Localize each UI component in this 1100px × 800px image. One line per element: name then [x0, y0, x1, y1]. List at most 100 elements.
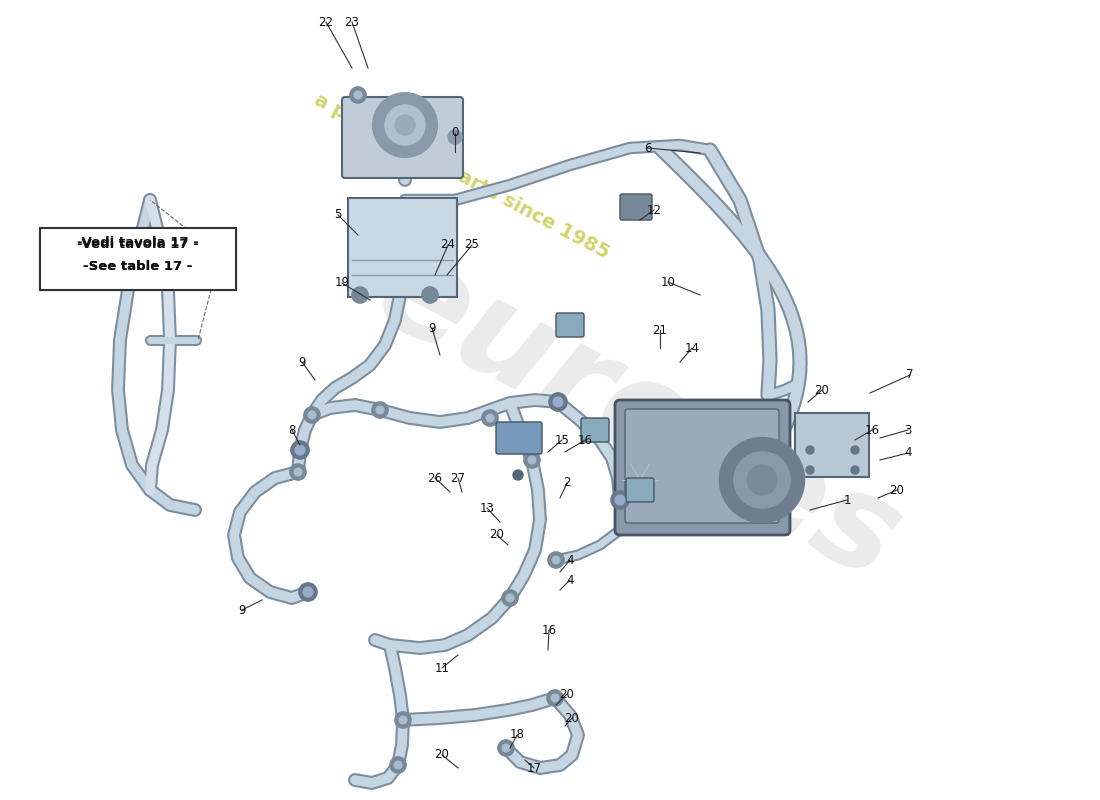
FancyBboxPatch shape	[626, 478, 654, 502]
Circle shape	[553, 397, 563, 407]
Circle shape	[806, 466, 814, 474]
Text: 3: 3	[904, 423, 912, 437]
Circle shape	[292, 441, 309, 459]
Text: 26: 26	[428, 471, 442, 485]
Circle shape	[394, 761, 402, 769]
Text: 24: 24	[440, 238, 455, 251]
Text: 11: 11	[434, 662, 450, 674]
Text: 20: 20	[490, 529, 505, 542]
Circle shape	[513, 470, 522, 480]
Text: 1: 1	[844, 494, 850, 506]
Circle shape	[734, 452, 790, 508]
Circle shape	[502, 590, 518, 606]
Text: 5: 5	[334, 209, 342, 222]
FancyBboxPatch shape	[496, 422, 542, 454]
Text: 16: 16	[865, 423, 880, 437]
Circle shape	[851, 466, 859, 474]
Text: -Vedi tavola 17 -: -Vedi tavola 17 -	[77, 238, 199, 250]
FancyBboxPatch shape	[342, 97, 463, 178]
Circle shape	[552, 556, 560, 564]
Text: 20: 20	[434, 749, 450, 762]
Circle shape	[302, 587, 313, 597]
Text: 20: 20	[815, 383, 829, 397]
Circle shape	[486, 414, 494, 422]
Circle shape	[299, 583, 317, 601]
Text: 20: 20	[564, 711, 580, 725]
Circle shape	[304, 407, 320, 423]
FancyBboxPatch shape	[348, 198, 456, 297]
Text: 16: 16	[578, 434, 593, 446]
Circle shape	[399, 716, 407, 724]
Text: 4: 4	[904, 446, 912, 459]
Text: 7: 7	[906, 369, 914, 382]
Circle shape	[422, 287, 438, 303]
FancyBboxPatch shape	[581, 418, 609, 442]
Text: 17: 17	[527, 762, 541, 774]
Circle shape	[615, 495, 625, 505]
Circle shape	[502, 744, 510, 752]
Text: 9: 9	[239, 603, 245, 617]
Circle shape	[376, 406, 384, 414]
Circle shape	[308, 411, 316, 419]
Text: 25: 25	[464, 238, 480, 251]
Circle shape	[547, 690, 563, 706]
FancyBboxPatch shape	[795, 413, 869, 477]
Text: 13: 13	[480, 502, 494, 514]
Text: 18: 18	[509, 729, 525, 742]
Text: 8: 8	[288, 423, 296, 437]
Text: 4: 4	[566, 574, 574, 586]
Circle shape	[295, 445, 305, 455]
Circle shape	[294, 468, 302, 476]
Text: 9: 9	[428, 322, 436, 334]
Circle shape	[395, 712, 411, 728]
Circle shape	[528, 456, 536, 464]
FancyBboxPatch shape	[40, 228, 236, 290]
Circle shape	[482, 410, 498, 426]
Circle shape	[524, 452, 540, 468]
Circle shape	[372, 402, 388, 418]
Circle shape	[352, 287, 368, 303]
Circle shape	[448, 130, 462, 144]
Text: 14: 14	[684, 342, 700, 354]
Text: 20: 20	[560, 687, 574, 701]
Text: 4: 4	[566, 554, 574, 566]
Text: a passion for parts since 1985: a passion for parts since 1985	[311, 90, 613, 262]
Circle shape	[385, 105, 425, 145]
Text: 19: 19	[334, 277, 350, 290]
Circle shape	[506, 594, 514, 602]
Text: 21: 21	[652, 323, 668, 337]
Circle shape	[350, 87, 366, 103]
Circle shape	[549, 393, 566, 411]
FancyBboxPatch shape	[556, 313, 584, 337]
Circle shape	[548, 552, 564, 568]
Text: 0: 0	[451, 126, 459, 139]
FancyBboxPatch shape	[40, 230, 236, 290]
FancyBboxPatch shape	[615, 400, 790, 535]
Circle shape	[390, 757, 406, 773]
Circle shape	[851, 446, 859, 454]
Circle shape	[610, 491, 629, 509]
Text: 2: 2	[563, 477, 571, 490]
Text: -See table 17 -: -See table 17 -	[84, 259, 192, 273]
Text: 15: 15	[554, 434, 570, 446]
FancyBboxPatch shape	[625, 409, 779, 523]
Text: eurores: eurores	[355, 226, 921, 606]
Text: 6: 6	[645, 142, 651, 154]
Text: 10: 10	[661, 275, 675, 289]
Circle shape	[290, 464, 306, 480]
FancyBboxPatch shape	[620, 194, 652, 220]
Circle shape	[395, 115, 415, 135]
Text: 27: 27	[451, 471, 465, 485]
Circle shape	[747, 465, 777, 495]
Text: 12: 12	[647, 203, 661, 217]
Text: 23: 23	[344, 15, 360, 29]
Text: -Vedi tavola 17 -: -Vedi tavola 17 -	[77, 235, 199, 249]
Circle shape	[720, 438, 804, 522]
Text: 9: 9	[298, 355, 306, 369]
Text: 22: 22	[319, 15, 333, 29]
Circle shape	[806, 446, 814, 454]
Circle shape	[354, 91, 362, 99]
Circle shape	[551, 694, 559, 702]
Text: 20: 20	[890, 483, 904, 497]
Text: -See table 17 -: -See table 17 -	[84, 259, 192, 273]
